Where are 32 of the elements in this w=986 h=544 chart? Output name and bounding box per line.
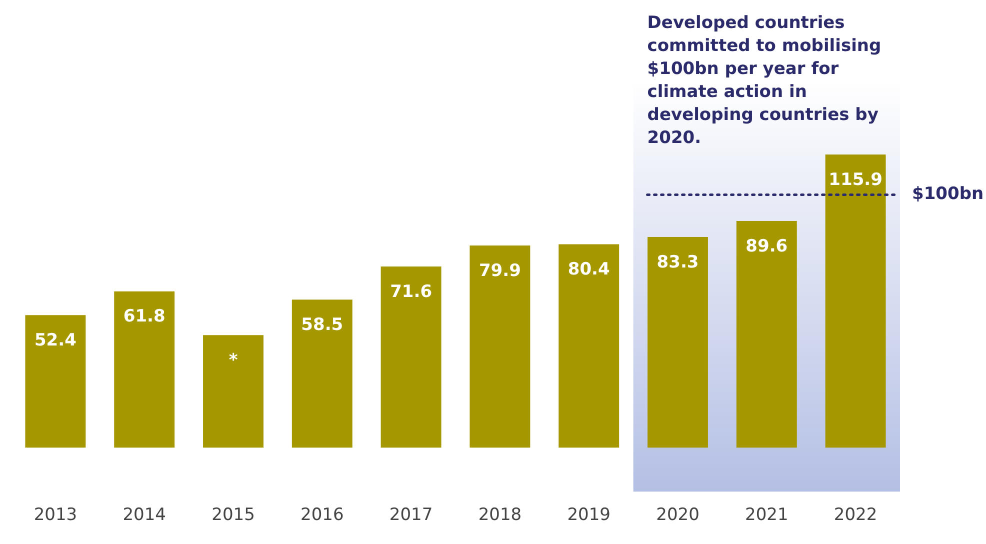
ref-line-label: $100bn: [912, 184, 984, 204]
data-label: 83.3: [656, 252, 699, 272]
x-tick-label: 2019: [567, 505, 610, 526]
data-label: *: [228, 350, 238, 370]
bar: [380, 266, 442, 448]
data-label: 89.6: [746, 236, 788, 256]
x-tick-label: 2016: [300, 505, 344, 526]
x-tick-label: 2020: [656, 505, 700, 526]
bar: [25, 315, 86, 448]
data-label: 79.9: [478, 260, 521, 281]
data-label: 80.4: [568, 260, 610, 280]
bar: [203, 335, 264, 448]
data-label: 71.6: [390, 282, 432, 302]
x-tick-label: 2014: [122, 505, 166, 526]
data-label: 52.4: [34, 330, 77, 351]
bar: [825, 154, 886, 448]
bar: [736, 221, 797, 448]
bar: [114, 291, 175, 448]
data-label: 61.8: [123, 306, 166, 327]
bar: [470, 246, 530, 448]
x-tick-label: 2013: [34, 505, 78, 526]
x-tick-label: 2017: [389, 505, 433, 526]
x-tick-label: 2022: [834, 505, 878, 526]
bar: [292, 300, 352, 448]
data-label: 58.5: [301, 315, 344, 336]
x-tick-label: 2018: [478, 505, 522, 526]
bar: [648, 236, 708, 448]
data-label: 115.9: [828, 170, 882, 190]
x-tick-label: 2021: [745, 505, 788, 526]
bar: [558, 244, 620, 448]
x-tick-label: 2015: [212, 505, 255, 526]
annotation: Developed countries committed to mobilising $100bn per year for climate action in developing countries by 2020.: [647, 13, 882, 148]
